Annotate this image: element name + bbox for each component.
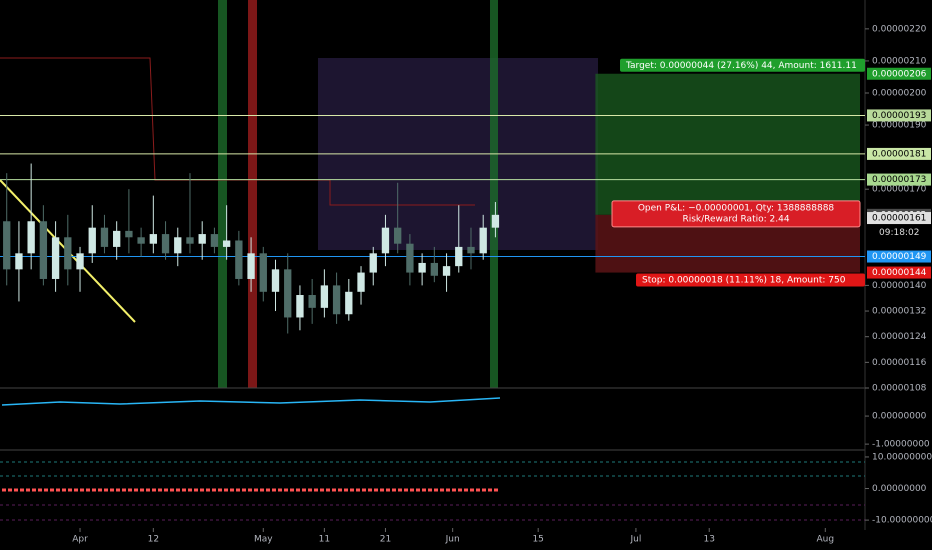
y-tick-label: 0.00000200 <box>872 88 927 98</box>
x-tick-label: Aug <box>817 535 835 545</box>
x-tick-label: 12 <box>148 535 159 545</box>
oscillator <box>1 397 501 406</box>
candle-body <box>479 227 487 254</box>
x-tick-label: 15 <box>532 535 543 545</box>
price-label-bg <box>867 250 931 263</box>
candle-body <box>271 269 280 292</box>
candle-body <box>406 243 414 273</box>
y-tick-label: -10.00000000 <box>872 516 932 526</box>
candle-body <box>381 227 390 254</box>
price-label: 0.00000173 <box>872 175 926 185</box>
candle-body <box>455 246 463 267</box>
x-tick-label: Apr <box>72 535 88 545</box>
candle-body <box>174 237 182 254</box>
target-zone <box>595 73 860 215</box>
candle-body <box>64 237 72 270</box>
candle-body <box>296 295 304 318</box>
y-tick-label: 0.00000210 <box>872 56 927 66</box>
y-tick-label: 0.00000220 <box>872 24 927 34</box>
candle-body <box>442 266 451 276</box>
price-label-bg <box>867 147 931 160</box>
y-tick-label: 0.00000132 <box>872 307 926 317</box>
time-label: 09:18:02 <box>879 228 919 238</box>
price-label-bg <box>867 212 931 225</box>
x-tick-label: 11 <box>319 535 330 545</box>
signal-bar <box>248 0 257 388</box>
candle-body <box>235 240 243 279</box>
candle-body <box>430 262 438 276</box>
candle-body <box>394 227 402 244</box>
signal-bar <box>218 0 227 388</box>
candle-body <box>308 295 316 308</box>
candle-body <box>259 253 267 292</box>
y-tick-label: 0.00000124 <box>872 332 927 342</box>
price-label: 0.00000149 <box>872 252 927 262</box>
y-tick-label: 0.00000000 <box>872 484 927 494</box>
x-tick-label: May <box>254 535 273 545</box>
candle-body <box>320 285 329 308</box>
candle-body <box>247 253 255 279</box>
y-tick-label: 0.00000000 <box>872 412 927 422</box>
target-box <box>620 58 865 72</box>
candle-body <box>198 234 206 244</box>
x-tick-label: Jul <box>629 535 641 545</box>
candle-body <box>210 234 219 247</box>
stop-box <box>636 273 865 287</box>
y-tick-label: -1.00000000 <box>872 440 930 450</box>
price-label-bg <box>867 109 931 122</box>
candle-body <box>149 234 157 244</box>
x-tick-label: 13 <box>704 535 715 545</box>
candle-body <box>88 227 96 254</box>
candle-body <box>76 253 84 270</box>
x-tick-label: 21 <box>380 535 391 545</box>
candle-body <box>332 285 341 315</box>
y-tick-label: 0.00000140 <box>872 281 927 291</box>
stop-label: Stop: 0.00000018 (11.11%) 18, Amount: 75… <box>642 276 846 286</box>
candle-body <box>222 240 231 247</box>
pnl-label: Open P&L: −0.00000001, Qty: 1388888888 <box>638 203 835 213</box>
candle-body <box>125 230 133 238</box>
candle-body <box>186 237 194 244</box>
candle-body <box>113 230 121 247</box>
price-label-bg <box>867 173 931 186</box>
y-tick-label: 0.00000170 <box>872 185 927 195</box>
candle-body <box>15 253 23 270</box>
price-label: 0.00000144 <box>872 268 927 278</box>
candle-body <box>51 237 60 279</box>
candle-body <box>137 237 145 244</box>
y-tick-label: 10.00000000 <box>872 452 932 462</box>
candle-body <box>100 227 109 247</box>
price-label-bg <box>867 67 931 80</box>
price-label: 0.00000193 <box>872 111 926 121</box>
candle-body <box>345 291 353 315</box>
candle-body <box>161 234 170 254</box>
candle-body <box>357 272 365 292</box>
price-label: 0.00000206 <box>872 69 927 79</box>
candle-body <box>27 221 35 254</box>
rr-label: Risk/Reward Ratio: 2.44 <box>682 214 789 224</box>
price-label: 0.00000161 <box>872 214 926 224</box>
pnl-box <box>611 200 861 228</box>
price-label-bg <box>867 266 931 279</box>
y-tick-label: 0.00000108 <box>872 384 927 394</box>
candle-body <box>491 214 500 228</box>
candle-body <box>3 221 11 270</box>
y-tick-label: 0.00000190 <box>872 121 927 131</box>
target-label: Target: 0.00000044 (27.16%) 44, Amount: … <box>625 61 857 71</box>
price-label: 0.00000181 <box>872 149 926 159</box>
candle-body <box>467 246 475 254</box>
x-tick-label: Jun <box>445 535 460 545</box>
candle-body <box>39 221 48 279</box>
signal-bar <box>490 0 498 388</box>
y-tick-label: 0.00000116 <box>872 358 927 368</box>
candle-body <box>418 262 426 273</box>
candle-body <box>284 269 292 318</box>
candle-body <box>369 253 377 273</box>
